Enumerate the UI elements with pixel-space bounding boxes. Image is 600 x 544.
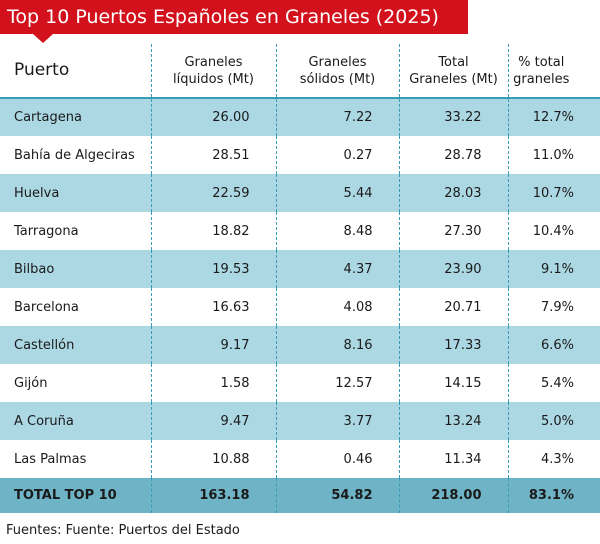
column-header: Puerto bbox=[0, 44, 151, 99]
table-row: Castellón 9.17 8.16 17.33 6.6% bbox=[0, 326, 600, 364]
value-cell: 6.6% bbox=[507, 326, 600, 364]
value-cell: 10.7% bbox=[507, 174, 600, 212]
value-cell: 4.3% bbox=[507, 440, 600, 478]
table-row: Huelva 22.59 5.44 28.03 10.7% bbox=[0, 174, 600, 212]
port-name-cell: A Coruña bbox=[0, 402, 151, 440]
value-cell: 3.77 bbox=[275, 402, 399, 440]
table-row: Cartagena 26.00 7.22 33.22 12.7% bbox=[0, 98, 600, 136]
port-name-cell: Las Palmas bbox=[14, 451, 87, 467]
port-name-cell: TOTAL TOP 10 bbox=[0, 478, 151, 513]
title-notch bbox=[33, 34, 53, 43]
value-cell: 13.24 bbox=[398, 402, 508, 440]
value-cell: 28.51 bbox=[150, 136, 276, 174]
column-header: Total Graneles (Mt) bbox=[398, 44, 508, 99]
value-cell: 163.18 bbox=[150, 478, 276, 513]
source-note: Fuentes: Fuente: Puertos del Estado bbox=[6, 523, 240, 538]
value-cell: 11.34 bbox=[398, 440, 508, 478]
value-cell: 10.4% bbox=[507, 212, 600, 250]
value-cell: 23.90 bbox=[398, 250, 508, 288]
column-header-line: líquidos (Mt) bbox=[173, 71, 254, 87]
header-row: Puerto Graneles líquidos (Mt) Graneles sólid… bbox=[0, 44, 600, 99]
value-cell: 18.82 bbox=[150, 212, 276, 250]
column-header-line: Total bbox=[438, 54, 469, 70]
value-cell: 7.22 bbox=[275, 98, 399, 136]
column-header-line: % total bbox=[518, 54, 565, 70]
value-cell: 14.15 bbox=[398, 364, 508, 402]
value-cell: 9.47 bbox=[150, 402, 276, 440]
column-header-line: sólidos (Mt) bbox=[299, 71, 376, 87]
value-cell: 19.53 bbox=[150, 250, 276, 288]
port-name-cell: Cartagena bbox=[0, 98, 151, 136]
port-name-cell: Tarragona bbox=[14, 223, 79, 239]
data-table-container: Puerto Graneles líquidos (Mt) Graneles sólid… bbox=[0, 44, 600, 513]
value-cell: 8.16 bbox=[275, 326, 399, 364]
source-label: Fuentes: bbox=[6, 523, 62, 538]
value-cell: 7.9% bbox=[507, 288, 600, 326]
table-row: Tarragona 18.82 8.48 27.30 10.4% bbox=[0, 212, 600, 250]
value-cell: 4.08 bbox=[275, 288, 399, 326]
table-row: Bahía de Algeciras 28.51 0.27 28.78 11.0% bbox=[0, 136, 600, 174]
ports-table: Puerto Graneles líquidos (Mt) Graneles sólid… bbox=[0, 44, 600, 513]
value-cell: 9.1% bbox=[507, 250, 600, 288]
table-row: A Coruña 9.47 3.77 13.24 5.0% bbox=[0, 402, 600, 440]
table-header: Puerto Graneles líquidos (Mt) Graneles sólid… bbox=[0, 44, 600, 99]
column-header-line: Graneles bbox=[308, 54, 367, 70]
value-cell: 27.30 bbox=[398, 212, 508, 250]
port-name-cell: Gijón bbox=[14, 375, 48, 391]
value-cell: 12.7% bbox=[507, 98, 600, 136]
value-cell: 54.82 bbox=[275, 478, 399, 513]
value-cell: 5.4% bbox=[507, 364, 600, 402]
value-cell: 10.88 bbox=[150, 440, 276, 478]
value-cell: 5.44 bbox=[275, 174, 399, 212]
value-cell: 11.0% bbox=[507, 136, 600, 174]
table-title: Top 10 Puertos Españoles en Graneles (20… bbox=[0, 0, 468, 34]
value-cell: 17.33 bbox=[398, 326, 508, 364]
value-cell: 0.46 bbox=[275, 440, 399, 478]
column-header-line: Puerto bbox=[14, 60, 70, 80]
total-row: TOTAL TOP 10 163.18 54.82 218.00 83.1% bbox=[0, 478, 600, 513]
column-header: % total graneles bbox=[507, 44, 600, 99]
port-name-cell: Bahía de Algeciras bbox=[14, 147, 135, 163]
port-name-cell: Castellón bbox=[0, 326, 151, 364]
value-cell: 26.00 bbox=[150, 98, 276, 136]
value-cell: 16.63 bbox=[150, 288, 276, 326]
value-cell: 20.71 bbox=[398, 288, 508, 326]
source-text: Fuente: Puertos del Estado bbox=[65, 523, 240, 538]
table-row: Las Palmas 10.88 0.46 11.34 4.3% bbox=[0, 440, 600, 478]
value-cell: 22.59 bbox=[150, 174, 276, 212]
table-body: Cartagena 26.00 7.22 33.22 12.7% Bahía de Alg… bbox=[0, 98, 600, 513]
table-row: Bilbao 19.53 4.37 23.90 9.1% bbox=[0, 250, 600, 288]
table-row: Gijón 1.58 12.57 14.15 5.4% bbox=[0, 364, 600, 402]
column-header-line: Graneles bbox=[184, 54, 243, 70]
value-cell: 28.03 bbox=[398, 174, 508, 212]
value-cell: 9.17 bbox=[150, 326, 276, 364]
port-name-cell: Barcelona bbox=[14, 299, 79, 315]
value-cell: 218.00 bbox=[398, 478, 508, 513]
value-cell: 12.57 bbox=[275, 364, 399, 402]
value-cell: 5.0% bbox=[507, 402, 600, 440]
value-cell: 83.1% bbox=[507, 478, 600, 513]
value-cell: 33.22 bbox=[398, 98, 508, 136]
value-cell: 4.37 bbox=[275, 250, 399, 288]
port-name-cell: Huelva bbox=[0, 174, 151, 212]
value-cell: 0.27 bbox=[275, 136, 399, 174]
column-header-line: graneles bbox=[513, 71, 570, 87]
value-cell: 8.48 bbox=[275, 212, 399, 250]
value-cell: 28.78 bbox=[398, 136, 508, 174]
port-name-cell: Bilbao bbox=[0, 250, 151, 288]
column-header-line: Graneles (Mt) bbox=[409, 71, 498, 87]
column-header: Graneles sólidos (Mt) bbox=[275, 44, 399, 99]
table-row: Barcelona 16.63 4.08 20.71 7.9% bbox=[0, 288, 600, 326]
value-cell: 1.58 bbox=[150, 364, 276, 402]
column-header: Graneles líquidos (Mt) bbox=[150, 44, 276, 99]
